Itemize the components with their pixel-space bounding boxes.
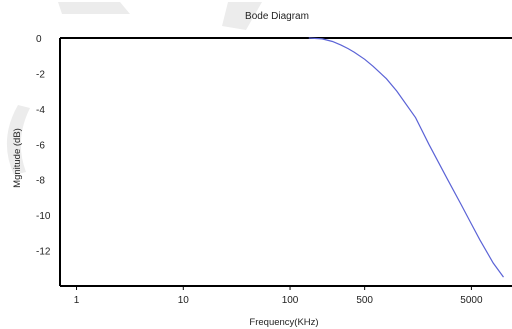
y-tick-label: -10 [36,211,51,222]
x-tick-label: 1 [74,295,80,306]
series-line-1 [308,37,504,278]
x-tick-label: 100 [282,295,299,306]
y-tick-label: -2 [36,69,45,80]
x-axis-label: Frequency(KHz) [249,317,318,328]
x-tick-label: 500 [356,295,373,306]
y-tick-label: -12 [36,247,51,258]
plot-area [59,37,512,287]
x-axis-ticks: 1 10 100 500 5000 [74,286,483,306]
y-tick-label: -6 [36,140,45,151]
x-tick-label: 5000 [460,295,483,306]
y-tick-label: -8 [36,176,45,187]
x-tick-label: 10 [178,295,190,306]
y-axis-ticks: 0 -2 -4 -6 -8 -10 -12 [36,34,51,258]
y-tick-label: 0 [36,34,42,45]
y-axis-label: Mgnitude (dB) [12,128,23,188]
chart-title: Bode Diagram [245,11,309,22]
y-tick-label: -4 [36,105,45,116]
